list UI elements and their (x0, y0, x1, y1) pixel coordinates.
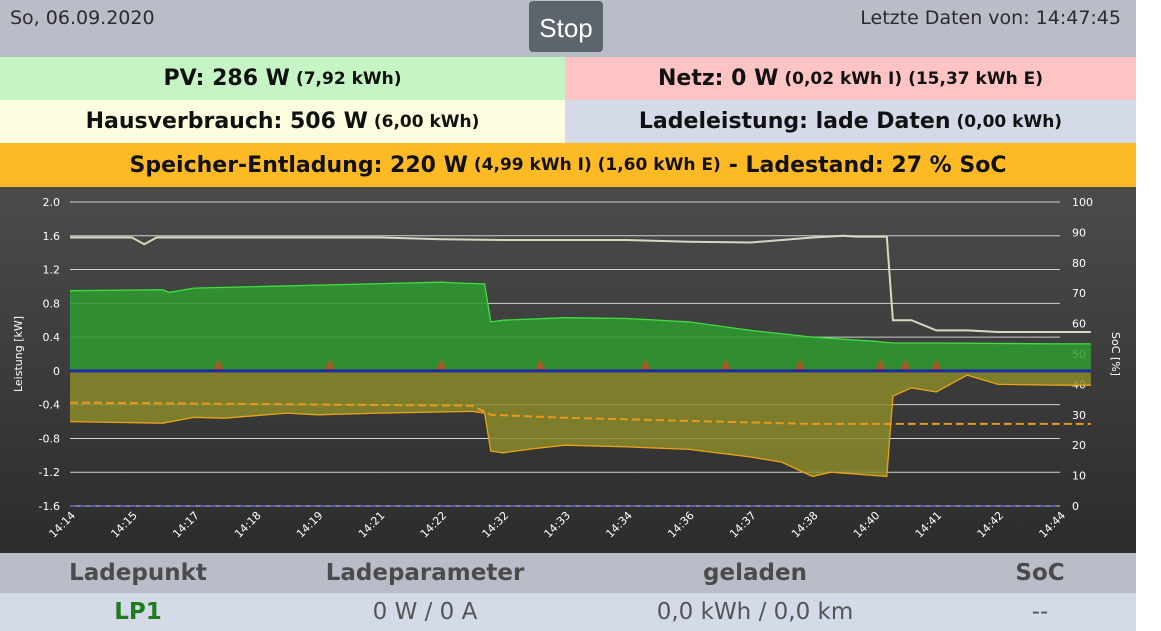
x-tick-label: 14:40 (851, 509, 883, 541)
netz-detail: (0,02 kWh I) (15,37 kWh E) (784, 68, 1043, 89)
y-tick-label: 0.8 (43, 297, 61, 310)
y2-tick-label: 100 (1072, 196, 1093, 209)
app-window: So, 06.09.2020 Stop Letzte Daten von: 14… (0, 0, 1136, 631)
netz-value: Netz: 0 W (657, 66, 779, 91)
col-header-ladeparameter: Ladeparameter (325, 560, 525, 586)
x-tick-label: 14:21 (356, 509, 388, 541)
lade-spike (212, 358, 225, 371)
y-tick-label: -1.2 (39, 466, 60, 479)
hausverbrauch-line (70, 234, 1091, 333)
lp-param: 0 W / 0 A (372, 599, 478, 625)
pv-series-area (70, 282, 1091, 371)
speicher-value: Speicher-Entladung: 220 W (129, 152, 468, 178)
y-tick-label: 1.2 (43, 264, 61, 277)
lade-spike (899, 358, 912, 371)
ladeleistung-panel: Ladeleistung: lade Daten (0,00 kWh) (565, 100, 1136, 143)
lade-spike (534, 358, 547, 371)
y2-tick-label: 60 (1072, 318, 1086, 331)
y2-tick-label: 10 (1072, 470, 1086, 483)
lp-soc: -- (1031, 599, 1049, 625)
speicher-soc: - Ladestand: 27 % SoC (728, 152, 1007, 178)
ladeleistung-value: Ladeleistung: lade Daten (638, 109, 951, 134)
x-tick-label: 14:15 (108, 509, 140, 541)
lp-name[interactable]: LP1 (114, 599, 162, 625)
col-header-geladen: geladen (703, 560, 807, 586)
y2-tick-label: 80 (1072, 257, 1086, 270)
x-tick-label: 14:19 (294, 509, 326, 541)
pv-detail: (7,92 kWh) (295, 68, 402, 89)
table-row[interactable]: LP1 0 W / 0 A 0,0 kWh / 0,0 km -- (0, 593, 1136, 631)
y2-tick-label: 30 (1072, 409, 1086, 422)
x-tick-label: 14:34 (603, 509, 635, 541)
speicher-detail: (4,99 kWh I) (1,60 kWh E) (473, 155, 721, 175)
y2-tick-label: 0 (1072, 500, 1079, 513)
ladepunkt-table-header: Ladepunkt Ladeparameter geladen SoC (0, 553, 1136, 593)
pv-series-line (69, 281, 1091, 345)
power-chart-svg: 2.01.61.20.80.40-0.4-0.8-1.2-1.610090807… (12, 196, 1122, 541)
pv-panel: PV: 286 W (7,92 kWh) (0, 57, 565, 100)
y2-tick-label: 70 (1072, 287, 1086, 300)
x-tick-label: 14:33 (542, 509, 574, 541)
lade-spike (719, 358, 732, 371)
lade-spike (323, 358, 336, 371)
lade-spike (874, 358, 887, 371)
lp-geladen: 0,0 kWh / 0,0 km (656, 599, 854, 625)
speicher-panel: Speicher-Entladung: 220 W (4,99 kWh I) (… (0, 143, 1136, 187)
y-tick-label: -1.6 (39, 500, 60, 513)
col-header-ladepunkt: Ladepunkt (69, 560, 207, 586)
y2-tick-label: 20 (1072, 439, 1086, 452)
x-tick-label: 14:37 (727, 509, 759, 541)
power-chart[interactable]: 2.0 1.6 1.2 0.8 0.4 0 -0.4 -0.8 -1.2 -1.6 100 90 80 7… (0, 187, 1136, 553)
hausverbrauch-panel: Hausverbrauch: 506 W (6,00 kWh) (0, 100, 565, 143)
x-tick-label: 14:32 (480, 509, 512, 541)
pv-value: PV: 286 W (163, 66, 290, 91)
x-tick-label: 14:42 (975, 509, 1007, 541)
col-header-soc: SoC (1015, 560, 1065, 586)
hausverbrauch-value: Hausverbrauch: 506 W (85, 109, 368, 134)
x-tick-label: 14:17 (170, 509, 202, 541)
hausverbrauch-detail: (6,00 kWh) (373, 111, 480, 132)
stop-button[interactable]: Stop (529, 1, 603, 52)
x-tick-label: 14:44 (1037, 509, 1069, 541)
speicher-series-area (70, 370, 1091, 477)
y-tick-label: 0 (53, 365, 60, 378)
ladeleistung-detail: (0,00 kWh) (956, 111, 1063, 132)
x-tick-label: 14:36 (665, 509, 697, 541)
y2-tick-label: 90 (1072, 226, 1086, 239)
header: So, 06.09.2020 Stop Letzte Daten von: 14… (0, 0, 1136, 57)
lade-spike (435, 358, 448, 371)
speicher-series-line (69, 374, 1091, 478)
last-data-label: Letzte Daten von: 14:47:45 (860, 7, 1121, 29)
x-tick-label: 14:38 (789, 509, 821, 541)
x-tick-label: 14:41 (913, 509, 945, 541)
y-tick-label: -0.8 (39, 432, 60, 445)
x-tick-label: 14:18 (232, 509, 264, 541)
lade-spike (794, 358, 807, 371)
netz-panel: Netz: 0 W (0,02 kWh I) (15,37 kWh E) (565, 57, 1136, 100)
lade-spike (639, 358, 652, 371)
x-tick-label: 14:22 (418, 509, 450, 541)
x-tick-label: 14:14 (47, 509, 79, 541)
y-tick-label: 2.0 (43, 196, 61, 209)
y-tick-label: 1.6 (43, 230, 61, 243)
lade-spike (930, 358, 943, 371)
soc-line (69, 401, 1091, 425)
y-tick-label: -0.4 (39, 399, 60, 412)
date-label: So, 06.09.2020 (10, 7, 155, 29)
y-tick-label: 0.4 (43, 331, 61, 344)
y2-axis-label: SoC [%] (1109, 332, 1122, 376)
y-axis-label: Leistung [kW] (12, 316, 25, 392)
